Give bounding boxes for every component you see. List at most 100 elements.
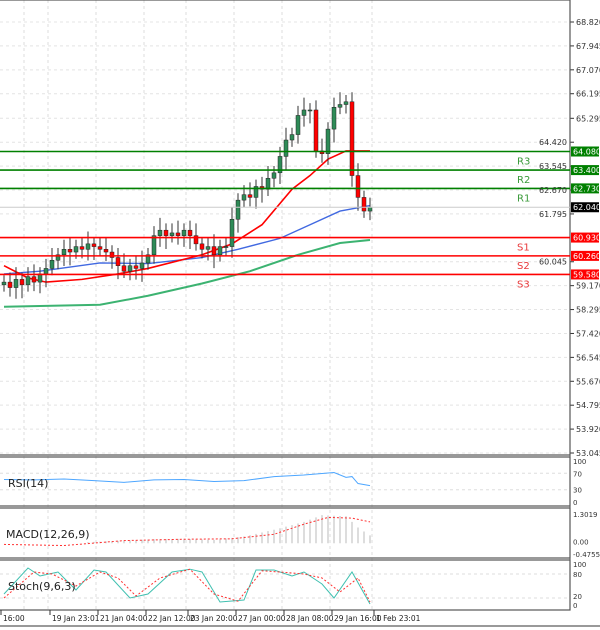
level-price-box bbox=[571, 232, 599, 243]
candle bbox=[55, 254, 61, 261]
candle bbox=[79, 246, 85, 250]
candle bbox=[241, 194, 247, 201]
rsi-line bbox=[3, 471, 371, 487]
level-price-box bbox=[571, 165, 599, 176]
candle bbox=[145, 254, 151, 264]
price-tick-label: 65.295 bbox=[576, 114, 600, 123]
current-price-label: 62.040 bbox=[573, 203, 600, 212]
candle bbox=[253, 186, 259, 198]
macd-label: MACD(12,26,9) bbox=[6, 528, 90, 541]
price-tick-label: 58.295 bbox=[576, 306, 600, 315]
rsi-label: RSI(14) bbox=[8, 477, 48, 490]
level-price-box bbox=[571, 146, 599, 157]
candle bbox=[61, 249, 67, 256]
candle bbox=[361, 197, 367, 212]
price-tick-label: 60.045 bbox=[539, 258, 567, 267]
candle bbox=[67, 249, 73, 253]
level-price-label: 63.400 bbox=[573, 166, 600, 175]
rsi-tick-label: 70 bbox=[573, 470, 582, 478]
candle bbox=[301, 109, 307, 116]
time-tick-label: 23 Jan 20:00 bbox=[190, 614, 238, 623]
price-tick-label: 63.545 bbox=[539, 162, 567, 171]
level-price-label: 60.930 bbox=[573, 234, 600, 243]
candle bbox=[109, 251, 115, 258]
level-price-box bbox=[571, 250, 599, 261]
price-tick-label: 53.920 bbox=[576, 425, 600, 434]
candle bbox=[163, 229, 169, 236]
price-tick-label: 53.045 bbox=[576, 449, 600, 458]
candle bbox=[217, 246, 223, 256]
candle bbox=[343, 101, 349, 105]
macd-tick-label: -0.4755 bbox=[573, 551, 600, 559]
macd-tick-label: 1.3019 bbox=[573, 511, 598, 519]
time-tick-label: 22 Jan 12:00 bbox=[148, 614, 196, 623]
rsi-tick-label: 30 bbox=[573, 487, 582, 495]
candle bbox=[229, 219, 235, 247]
stoch-main-line bbox=[3, 567, 371, 605]
level-label-s3: S3 bbox=[517, 279, 530, 290]
macd-signal-line bbox=[3, 516, 371, 547]
panel-rsi bbox=[0, 456, 571, 507]
price-tick-label: 61.795 bbox=[539, 210, 567, 219]
candle bbox=[133, 265, 139, 269]
candle bbox=[277, 156, 283, 174]
candle bbox=[181, 229, 187, 236]
candle bbox=[103, 249, 109, 253]
price-tick-label: 64.420 bbox=[539, 138, 567, 147]
ma-slow-line bbox=[3, 239, 371, 308]
candle bbox=[367, 206, 373, 212]
price-tick-label: 67.945 bbox=[576, 42, 600, 51]
candle bbox=[187, 229, 193, 236]
candle bbox=[325, 128, 331, 154]
price-tick-label: 56.545 bbox=[576, 353, 600, 362]
candle bbox=[73, 246, 79, 253]
level-label-r2: R2 bbox=[517, 175, 530, 186]
candle bbox=[193, 235, 199, 245]
price-tick-label: 67.070 bbox=[576, 66, 600, 75]
candle bbox=[139, 262, 145, 269]
candle bbox=[121, 265, 127, 272]
candle bbox=[157, 229, 163, 236]
candle bbox=[271, 172, 277, 179]
rsi-tick-label: 0 bbox=[573, 499, 577, 507]
level-price-label: 59.580 bbox=[573, 270, 600, 279]
time-tick-label: 28 Jan 08:00 bbox=[286, 614, 334, 623]
candle bbox=[211, 246, 217, 256]
candle bbox=[115, 257, 121, 266]
stoch-tick-label: 0 bbox=[573, 602, 577, 610]
level-price-box bbox=[571, 183, 599, 194]
ma-fast-line bbox=[3, 150, 370, 283]
candle bbox=[331, 106, 337, 130]
candle bbox=[313, 109, 319, 152]
macd-tick-label: 0.00 bbox=[573, 538, 589, 546]
candle bbox=[13, 279, 19, 288]
candle bbox=[7, 281, 13, 288]
level-label-r1: R1 bbox=[517, 193, 530, 204]
time-tick-label: 19 Jan 23:01 bbox=[52, 614, 100, 623]
candle bbox=[127, 265, 133, 272]
panel-stoch bbox=[0, 559, 571, 611]
candle bbox=[349, 101, 355, 176]
price-tick-label: 59.170 bbox=[576, 282, 600, 291]
price-tick-label: 66.195 bbox=[576, 90, 600, 99]
level-label-r3: R3 bbox=[517, 157, 530, 168]
price-tick-label: 55.670 bbox=[576, 377, 600, 386]
price-tick-label: 62.670 bbox=[539, 186, 567, 195]
stoch-label: Stoch(9,6,3) bbox=[8, 580, 76, 593]
price-tick-label: 68.820 bbox=[576, 18, 600, 27]
time-tick-label: 29 Jan 16:00 bbox=[334, 614, 382, 623]
stoch-tick-label: 20 bbox=[573, 593, 582, 601]
price-tick-label: 54.795 bbox=[576, 401, 600, 410]
candle bbox=[355, 175, 361, 198]
candle bbox=[235, 199, 241, 220]
rsi-tick-label: 100 bbox=[573, 458, 586, 466]
candle bbox=[283, 139, 289, 157]
candle bbox=[31, 276, 37, 283]
candle bbox=[169, 232, 175, 236]
candle bbox=[337, 104, 343, 108]
stoch-tick-label: 80 bbox=[573, 571, 582, 579]
current-price-box bbox=[571, 202, 599, 213]
candle bbox=[1, 281, 7, 286]
